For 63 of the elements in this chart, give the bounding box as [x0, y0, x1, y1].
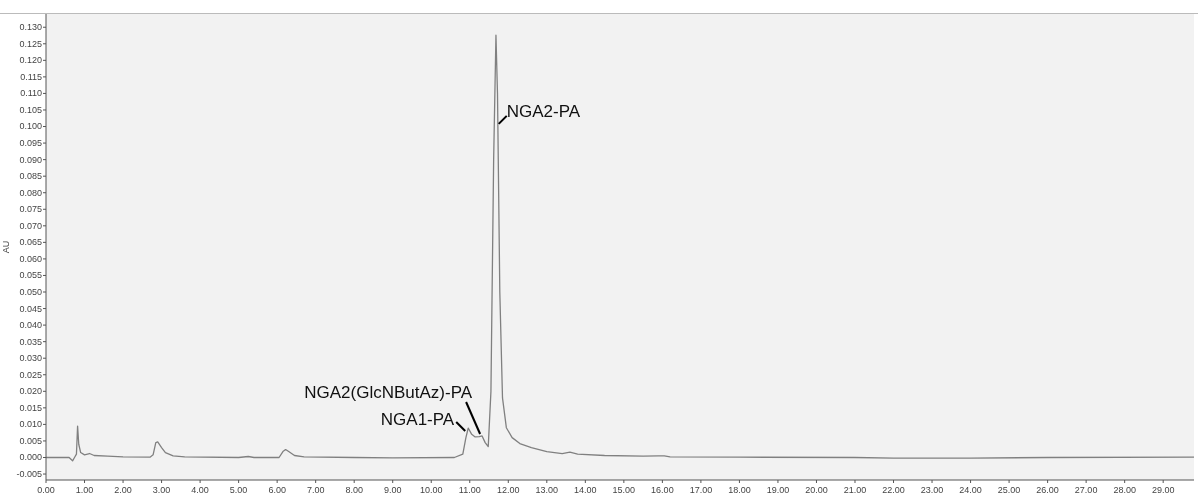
x-tick-label: 15.00 — [612, 485, 636, 495]
x-tick-label: 3.00 — [152, 485, 171, 495]
annotation: NGA1-PA — [380, 410, 455, 430]
x-tick-label: 14.00 — [574, 485, 597, 495]
y-tick-label: 0.085 — [19, 171, 42, 182]
x-tick-label: 9.00 — [383, 485, 402, 495]
x-tick-label: 7.00 — [306, 485, 325, 495]
line-series — [45, 34, 1195, 462]
y-tick-label: 0.110 — [20, 88, 42, 99]
x-tick-label: 11.00 — [458, 485, 481, 495]
x-tick-label: 2.00 — [114, 485, 132, 495]
x-tick-label: 13.00 — [535, 485, 559, 495]
x-tick-label: 25.00 — [997, 485, 1021, 495]
y-tick-label: 0.115 — [20, 71, 42, 82]
y-axis-title: AU — [1, 240, 11, 254]
y-tick-label: 0.050 — [19, 286, 42, 297]
x-tick-label: 21.00 — [843, 485, 867, 495]
y-tick-label: 0.030 — [19, 353, 42, 364]
y-tick-label: 0.120 — [19, 55, 42, 66]
x-tick-label: 28.00 — [1113, 485, 1136, 495]
y-tick-label: 0.125 — [19, 38, 42, 49]
x-tick-label: 27.00 — [1074, 485, 1098, 495]
y-tick-label: 0.060 — [19, 253, 42, 264]
x-tick-label: 23.00 — [920, 485, 944, 495]
x-tick-label: 18.00 — [728, 485, 751, 495]
y-tick-label: 0.080 — [19, 187, 42, 198]
x-tick-label: 22.00 — [882, 485, 905, 495]
x-tick-label: 17.00 — [689, 485, 713, 495]
x-tick-label: 10.00 — [419, 485, 443, 495]
y-tick-label: 0.040 — [19, 320, 42, 331]
y-tick-label: -0.005 — [16, 469, 42, 480]
y-tick-label: 0.105 — [19, 104, 42, 115]
y-tick-label: 0.095 — [19, 138, 42, 149]
x-tick-label: 26.00 — [1036, 485, 1059, 495]
y-tick-label: 0.010 — [19, 419, 42, 430]
x-tick-label: 12.00 — [497, 485, 520, 495]
y-tick-label: 0.090 — [19, 154, 42, 165]
x-tick-label: 16.00 — [651, 485, 674, 495]
y-tick-label: 0.100 — [19, 121, 42, 132]
x-tick-label: 8.00 — [345, 485, 363, 495]
x-tick-label: 20.00 — [805, 485, 828, 495]
y-tick-label: 0.020 — [19, 386, 42, 397]
y-tick-label: 0.045 — [19, 303, 42, 314]
y-tick-label: 0.015 — [19, 402, 42, 413]
annotation: NGA2(GlcNButAz)-PA — [304, 382, 473, 402]
y-tick-label: 0.070 — [19, 220, 42, 231]
y-tick-label: 0.035 — [19, 336, 42, 347]
x-tick-label: 1.00 — [75, 485, 94, 495]
y-tick-label: 0.005 — [19, 435, 42, 446]
y-tick-label: 0.025 — [19, 369, 42, 380]
x-tick-label: 29.00 — [1151, 485, 1175, 495]
y-tick-label: 0.000 — [19, 452, 42, 463]
x-tick-label: 24.00 — [959, 485, 982, 495]
x-tick-label: 19.00 — [766, 485, 790, 495]
x-tick-label: 5.00 — [229, 485, 248, 495]
y-tick-label: 0.130 — [19, 22, 42, 33]
x-tick-label: 4.00 — [191, 485, 209, 495]
annotation: NGA2-PA — [506, 101, 581, 121]
x-tick-label: 6.00 — [268, 485, 286, 495]
y-tick-label: 0.075 — [19, 204, 42, 215]
y-tick-label: 0.055 — [19, 270, 42, 281]
x-tick-label: 0.00 — [37, 485, 55, 495]
y-tick-label: 0.065 — [19, 237, 42, 248]
